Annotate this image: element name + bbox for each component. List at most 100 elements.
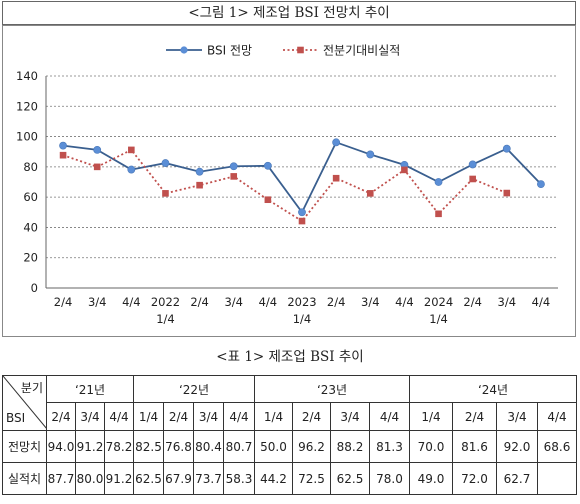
table-cell: 58.3 — [223, 462, 255, 495]
table-row-forecast: 전망치 94.0 91.2 78.2 82.5 76.8 80.4 80.7 50.0 96.2… — [2, 430, 577, 463]
data-point-forecast — [298, 208, 306, 217]
x-tick-label: 2023 — [287, 295, 316, 309]
data-point-actual — [93, 163, 101, 171]
year-header-24: ‘24년 — [409, 375, 577, 403]
table-cell: 96.2 — [292, 430, 331, 463]
data-point-actual — [59, 151, 67, 159]
legend-marker-actual — [297, 46, 304, 54]
data-point-forecast — [59, 141, 67, 150]
table-cell: 62.5 — [330, 462, 370, 495]
quarter-header: 2/4 — [452, 402, 497, 431]
chart-frame: 0 20 40 60 80 100 120 140 2/4 3/4 4/4 2022 1/4 2/4 3/4… — [2, 25, 576, 337]
quarter-header: 2/4 — [46, 402, 76, 431]
y-tick-label: 60 — [23, 190, 38, 204]
data-point-actual — [196, 181, 203, 189]
data-point-forecast — [502, 144, 511, 153]
year-header-21: ‘21년 — [46, 375, 134, 403]
quarter-header: 2/4 — [163, 402, 194, 431]
table-cell: 72.0 — [452, 462, 497, 495]
table-title: <표 1> 제조업 BSI 추이 — [216, 349, 364, 365]
table-cell: 62.5 — [133, 462, 164, 495]
year-header-23: ‘23년 — [254, 375, 410, 403]
table-cell: 91.2 — [104, 462, 134, 495]
data-point-actual — [298, 217, 306, 225]
quarter-header: 2/4 — [292, 402, 331, 431]
y-tick-label: 140 — [16, 69, 38, 83]
table-cell: 68.6 — [537, 430, 577, 463]
data-point-actual — [435, 210, 442, 218]
legend-label-forecast: BSI 전망 — [207, 44, 252, 58]
data-point-actual — [503, 189, 511, 197]
row-label-forecast: 전망치 — [2, 430, 47, 463]
x-tick-label: 1/4 — [293, 312, 312, 326]
quarter-header: 4/4 — [223, 402, 255, 431]
table-header-quarters: 2/4 3/4 4/4 1/4 2/4 3/4 4/4 1/4 2/4 3/4 4/4 1/4 2/4 3… — [3, 402, 577, 431]
bsi-table: 분기 BSI ‘21년 ‘22년 ‘23년 ‘24년 2/4 3/4 4/4 1/4 2… — [2, 375, 577, 495]
x-tick-label: 3/4 — [224, 295, 243, 309]
series-line-0 — [62, 141, 542, 215]
data-point-actual — [401, 166, 408, 174]
row-label-actual: 실적치 — [2, 462, 47, 495]
corner-label-bsi: BSI — [6, 411, 26, 425]
y-tick-label: 80 — [23, 160, 38, 174]
table-header-years: 분기 BSI ‘21년 ‘22년 ‘23년 ‘24년 — [2, 375, 577, 431]
corner-diagonal — [3, 376, 46, 428]
table-cell: 92.0 — [496, 430, 538, 463]
table-cell: 49.0 — [409, 462, 453, 495]
data-point-forecast — [229, 162, 238, 171]
table-cell: 72.5 — [292, 462, 331, 495]
x-tick-label: 4/4 — [532, 295, 551, 309]
data-point-forecast — [127, 165, 136, 174]
table-cell: 67.9 — [163, 462, 194, 495]
table-cell: 88.2 — [330, 430, 370, 463]
table-cell: 94.0 — [46, 430, 76, 463]
x-tick-label: 2/4 — [54, 295, 73, 309]
x-tick-label: 2022 — [151, 295, 180, 309]
quarter-header: 4/4 — [104, 402, 134, 431]
table-corner-cell: 분기 BSI — [2, 375, 47, 431]
legend-label-actual: 전분기대비실적 — [323, 44, 400, 58]
year-header-22: ‘22년 — [133, 375, 255, 403]
table-row-actual: 실적치 87.7 80.0 91.2 62.5 67.9 73.7 58.3 44.2 72.5… — [2, 462, 577, 495]
series-line-1 — [62, 148, 508, 223]
table-cell: 70.0 — [409, 430, 453, 463]
x-tick-label: 1/4 — [429, 312, 448, 326]
y-tick-label: 100 — [16, 130, 38, 144]
table-cell: 80.4 — [193, 430, 224, 463]
data-point-actual — [128, 146, 135, 154]
bsi-line-chart: 0 20 40 60 80 100 120 140 2/4 3/4 4/4 2022 1/4 2/4 3/4… — [16, 44, 558, 326]
y-tick-label: 120 — [16, 99, 38, 113]
data-point-forecast — [263, 161, 272, 170]
table-cell: 73.7 — [193, 462, 224, 495]
x-tick-label: 4/4 — [259, 295, 278, 309]
data-point-forecast — [434, 178, 443, 186]
figure-title: <그림 1> 제조업 BSI 전망치 추이 — [2, 1, 576, 25]
data-point-forecast — [161, 159, 170, 167]
data-point-forecast — [366, 150, 375, 159]
x-tick-label: 2/4 — [327, 295, 346, 309]
x-tick-label: 4/4 — [122, 295, 141, 309]
table-cell: 50.0 — [254, 430, 293, 463]
y-tick-label: 40 — [23, 220, 38, 234]
table-cell: 80.7 — [223, 430, 255, 463]
quarter-header: 3/4 — [75, 402, 105, 431]
data-point-forecast — [332, 138, 341, 147]
quarter-header: 4/4 — [537, 402, 577, 431]
quarter-header: 3/4 — [330, 402, 370, 431]
data-point-actual — [264, 196, 272, 204]
x-tick-label: 3/4 — [498, 295, 517, 309]
data-point-actual — [230, 173, 238, 180]
data-point-forecast — [93, 145, 102, 154]
quarter-header: 3/4 — [496, 402, 538, 431]
data-point-actual — [366, 190, 374, 197]
data-point-actual — [469, 175, 476, 183]
x-tick-label: 3/4 — [88, 295, 107, 309]
x-tick-label: 2/4 — [463, 295, 482, 309]
quarter-header: 4/4 — [369, 402, 410, 431]
y-tick-label: 20 — [23, 251, 38, 265]
x-tick-label: 3/4 — [361, 295, 380, 309]
x-tick-label: 1/4 — [156, 312, 175, 326]
table-cell: 82.5 — [133, 430, 164, 463]
table-cell: 80.0 — [75, 462, 105, 495]
data-point-forecast — [468, 160, 477, 169]
